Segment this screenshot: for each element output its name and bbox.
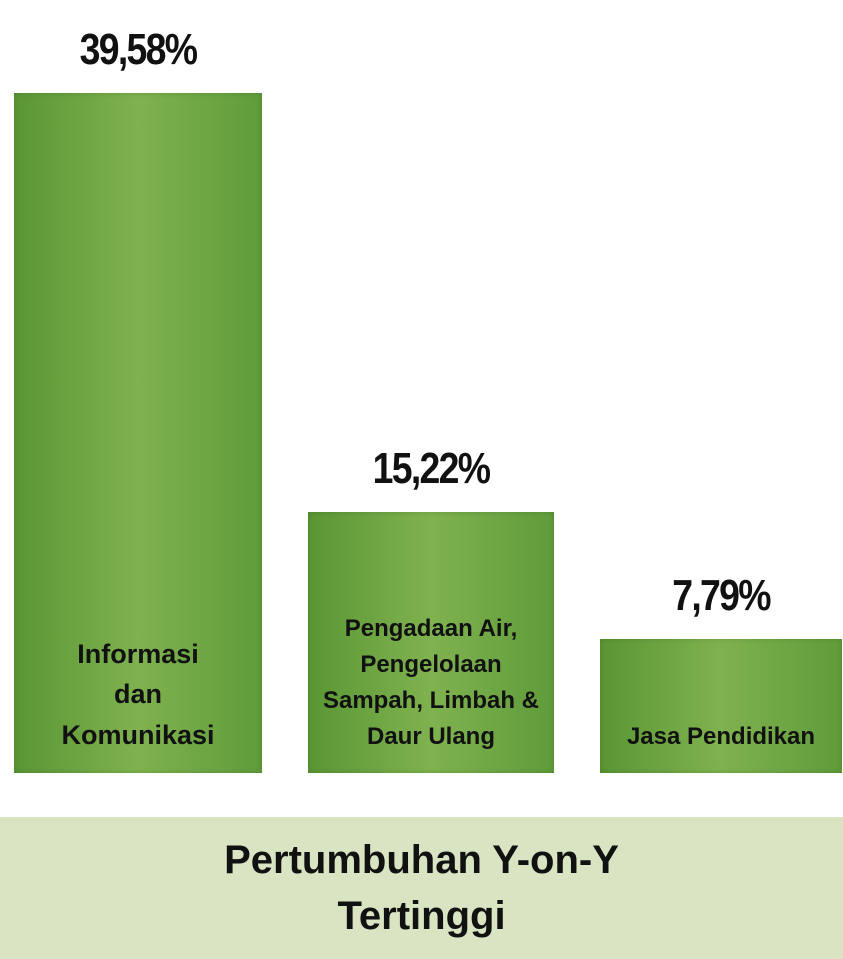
- category-label: Pengadaan Air, Pengelolaan Sampah, Limba…: [322, 615, 540, 750]
- value-label: 7,79%: [672, 571, 771, 621]
- chart-title: Pertumbuhan Y-on-Y Tertinggi: [224, 838, 619, 938]
- category-label: Jasa Pendidikan: [626, 723, 816, 750]
- bar: [600, 639, 842, 773]
- value-label: 15,22%: [372, 443, 491, 493]
- bar: [14, 93, 262, 773]
- bar: [308, 511, 554, 773]
- value-label: 39,58%: [79, 25, 198, 74]
- category-label: Informasi dan Komunikasi: [61, 638, 215, 750]
- title-box: Pertumbuhan Y-on-Y Tertinggi: [0, 817, 843, 959]
